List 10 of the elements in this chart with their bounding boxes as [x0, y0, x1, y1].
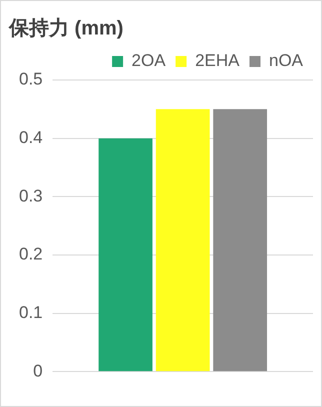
- y-tick-label: 0.5: [18, 70, 43, 89]
- y-tick-label: 0.3: [18, 186, 43, 206]
- y-tick-label: 0.2: [18, 244, 43, 264]
- y-tick-label: 0: [33, 361, 43, 380]
- legend-label: 2EHA: [195, 51, 240, 70]
- y-tick-label: 0.4: [18, 128, 43, 148]
- y-tick-label: 0.1: [18, 302, 43, 322]
- legend-label: nOA: [268, 51, 304, 70]
- chart-title: 保持力 (mm): [8, 18, 124, 40]
- legend-label: 2OA: [132, 51, 166, 70]
